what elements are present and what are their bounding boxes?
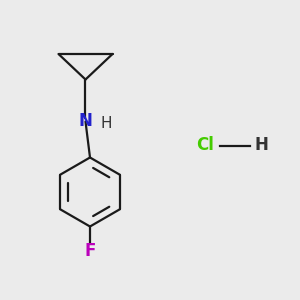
Text: H: H	[254, 136, 268, 154]
Text: Cl: Cl	[196, 136, 214, 154]
Text: N: N	[79, 112, 92, 130]
Text: H: H	[100, 116, 112, 131]
Text: F: F	[84, 242, 96, 260]
